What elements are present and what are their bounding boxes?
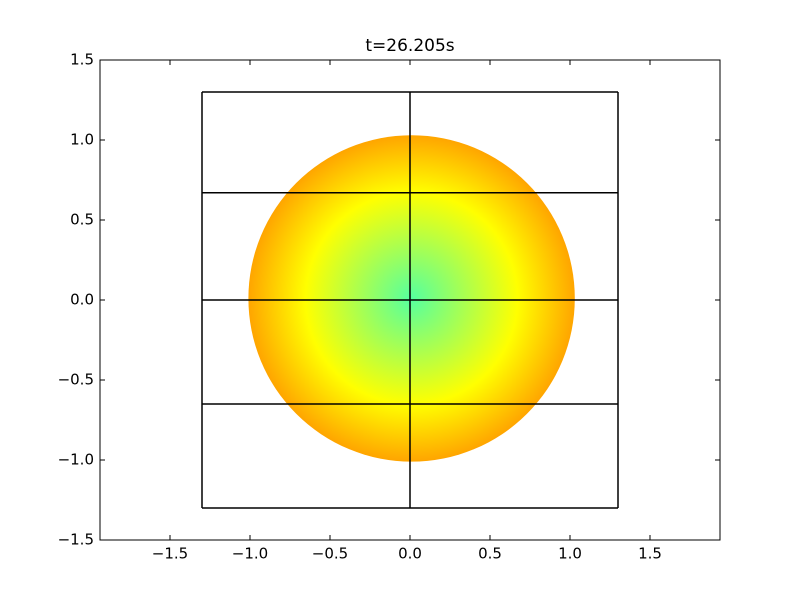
x-tick-label: −1.0 (232, 545, 268, 563)
y-tick-label: 0.5 (70, 211, 94, 229)
y-tick-label: 1.0 (70, 131, 94, 149)
y-tick-label: 1.5 (70, 51, 94, 69)
y-tick-label: 0.0 (70, 291, 94, 309)
x-tick-label: −1.5 (152, 545, 188, 563)
chart-title: t=26.205s (365, 36, 454, 56)
y-tick-label: −1.5 (58, 531, 94, 549)
x-tick-label: 0.5 (478, 545, 502, 563)
field-disc (248, 135, 575, 462)
y-tick-label: −1.0 (58, 451, 94, 469)
x-tick-label: 0.0 (398, 545, 422, 563)
x-tick-label: 1.0 (558, 545, 582, 563)
x-tick-label: −0.5 (312, 545, 348, 563)
x-tick-label: 1.5 (638, 545, 662, 563)
y-tick-label: −0.5 (58, 371, 94, 389)
